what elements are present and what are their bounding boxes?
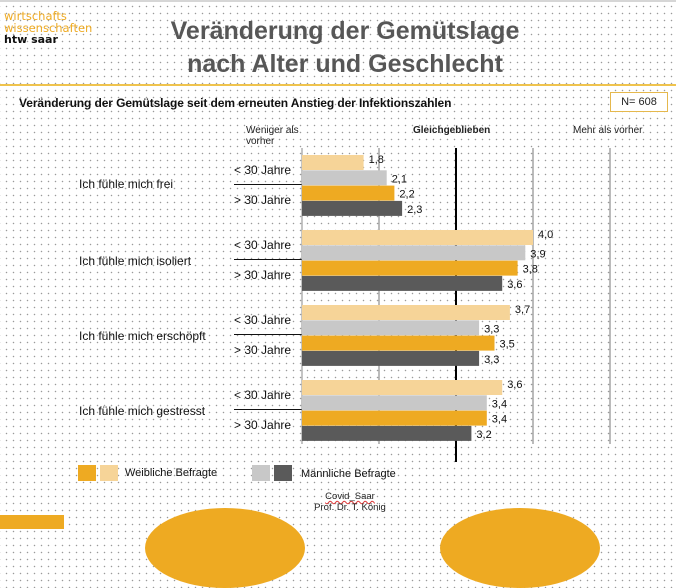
age-separator [234, 184, 302, 185]
data-label: 3,6 [507, 279, 522, 291]
bar [302, 350, 480, 366]
title-line-2: nach Alter und Geschlecht [187, 50, 503, 78]
bar [302, 425, 472, 441]
age-label-old: > 30 Jahre [234, 343, 292, 357]
logo-line-3: htw saar [4, 33, 58, 46]
top-border [0, 0, 676, 2]
legend-swatch-weiblich-alt [78, 465, 96, 481]
data-label: 3,5 [500, 339, 515, 351]
scale-label-less: Weniger als vorher [246, 125, 299, 147]
data-label: 3,4 [492, 414, 507, 426]
legend-label-weiblich: Weibliche Befragte [125, 467, 218, 479]
decorative-arc [440, 508, 600, 588]
legend-swatch-maennlich-alt [274, 465, 292, 481]
age-label-young: < 30 Jahre [234, 238, 292, 252]
age-separator [234, 259, 302, 260]
legend-label-maennlich: Männliche Befragte [301, 468, 396, 480]
legend-swatch-maennlich-jung [252, 465, 270, 481]
bar [302, 410, 487, 426]
title-rule [0, 84, 676, 86]
age-label-young: < 30 Jahre [234, 313, 292, 327]
bar [302, 395, 487, 411]
age-label-old: > 30 Jahre [234, 268, 292, 282]
bar [302, 335, 495, 351]
scale-label-same: Gleichgeblieben [413, 125, 491, 136]
htw-saar-logo: wirtschafts wissenschaften htw saar [4, 10, 92, 46]
chart-title: Veränderung der Gemütslage seit dem erne… [19, 96, 452, 110]
bar [302, 260, 518, 276]
sample-size-badge: N= 608 [610, 92, 668, 112]
data-label: 2,3 [407, 204, 422, 216]
bar [302, 155, 364, 170]
decorative-arc [145, 508, 305, 588]
bar [302, 380, 503, 395]
data-label: 3,3 [484, 354, 499, 366]
data-label: 3,4 [492, 398, 507, 410]
data-label: 2,2 [399, 189, 414, 201]
category-label-erschoepft: Ich fühle mich erschöpft [79, 329, 206, 343]
age-separator [234, 409, 302, 410]
logo-line-2: wissenschaften [4, 21, 93, 35]
category-label-frei: Ich fühle mich frei [79, 177, 174, 191]
legend-swatch-weiblich-jung [100, 465, 118, 481]
footer-credit: Covid_Saar Prof. Dr. T. König [300, 491, 400, 513]
age-label-old: > 30 Jahre [234, 418, 292, 432]
bar [302, 320, 480, 336]
bar [302, 230, 533, 245]
data-label: 2,1 [392, 173, 407, 185]
data-label: 3,6 [507, 379, 522, 391]
data-label: 3,2 [476, 429, 491, 441]
decorative-block [0, 515, 64, 529]
footer-project: Covid_Saar [325, 491, 375, 502]
footer-author: Prof. Dr. T. König [314, 502, 386, 513]
category-label-gestresst: Ich fühle mich gestresst [79, 404, 206, 418]
data-label: 3,7 [515, 304, 530, 316]
bar [302, 245, 526, 261]
age-label-old: > 30 Jahre [234, 193, 292, 207]
bar [302, 185, 395, 201]
data-label: 3,8 [523, 264, 538, 276]
bar [302, 275, 503, 291]
scale-label-more: Mehr als vorher [573, 125, 643, 136]
age-separator [234, 334, 302, 335]
data-label: 3,3 [484, 323, 499, 335]
bar-chart: 1,8 4,0 3,7 3,6 2,1 3,9 3,3 3,4 2,2 3,8 3,5 3,4 2,3 3… [301, 148, 611, 462]
category-label-isoliert: Ich fühle mich isoliert [79, 254, 192, 268]
bar [302, 200, 403, 216]
bar [302, 170, 387, 186]
data-label: 4,0 [538, 229, 553, 241]
logo-line-1: wirtschafts [4, 9, 67, 23]
data-label: 1,8 [369, 154, 384, 166]
age-label-young: < 30 Jahre [234, 163, 292, 177]
page-title: Veränderung der Gemütslage nach Alter un… [140, 15, 550, 81]
age-label-young: < 30 Jahre [234, 388, 292, 402]
title-line-1: Veränderung der Gemütslage [170, 17, 520, 45]
data-label: 3,9 [530, 248, 545, 260]
bar [302, 305, 510, 320]
